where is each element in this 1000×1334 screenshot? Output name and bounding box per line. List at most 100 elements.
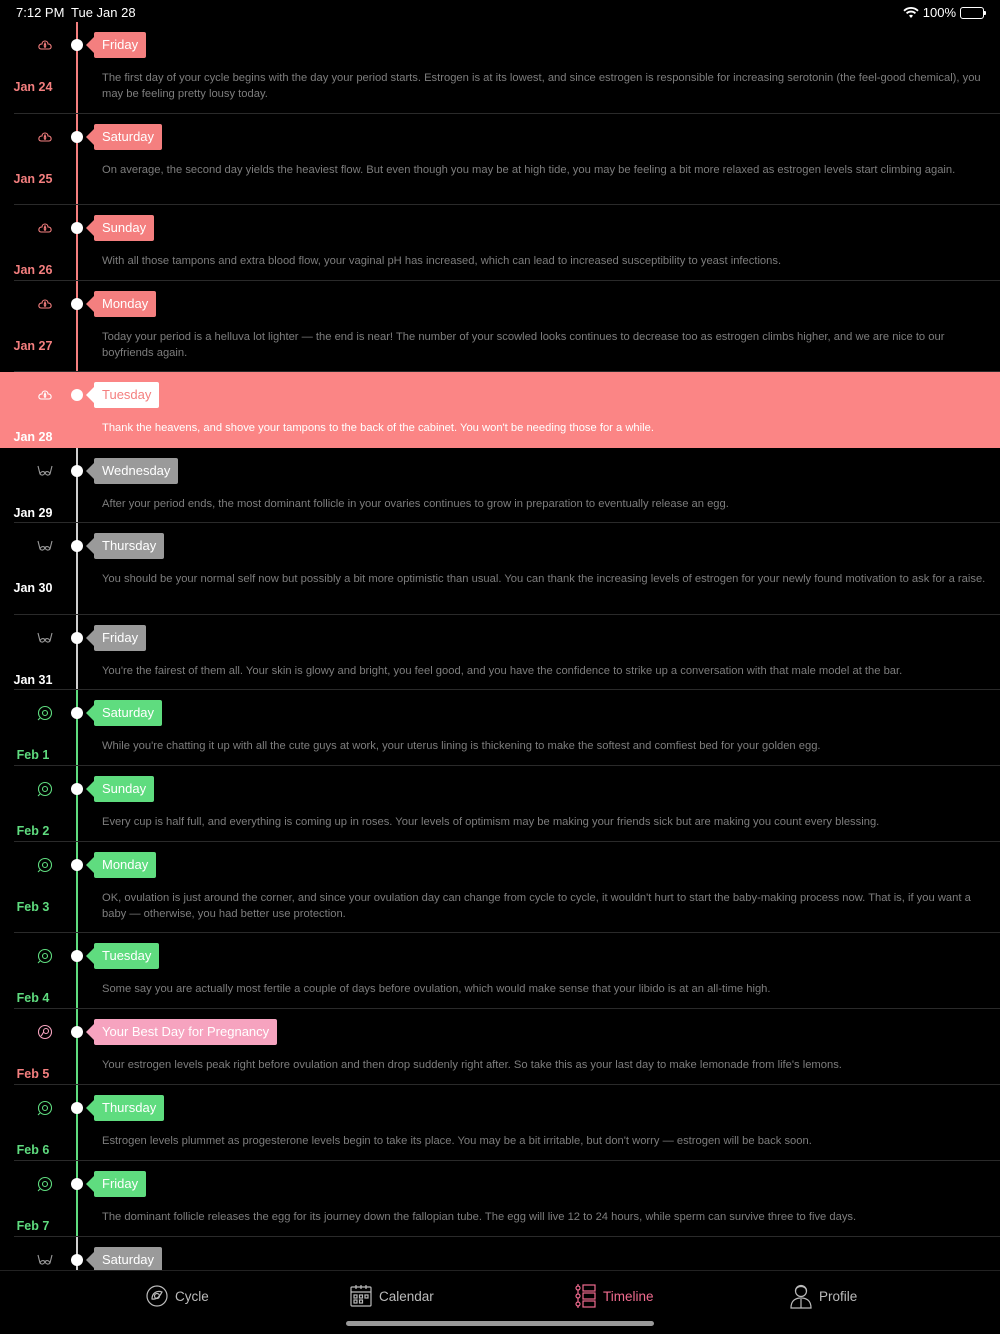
day-tag: Sunday: [85, 776, 155, 802]
timeline-dot: [71, 1254, 83, 1266]
status-time: 7:12 PM: [16, 5, 65, 20]
row-divider: [14, 522, 1000, 523]
row-divider: [14, 1084, 1000, 1085]
entry-date: Feb 7: [16, 1219, 50, 1233]
timeline-entry[interactable]: Feb 5 Your Best Day for Pregnancy Your est…: [0, 1009, 1000, 1085]
tab-profile[interactable]: Profile: [789, 1283, 857, 1309]
timeline-entry[interactable]: Jan 30 Thursday You should be your normal …: [0, 523, 1000, 615]
timeline-dot: [71, 1102, 83, 1114]
timeline-entry[interactable]: Jan 31 Friday You're the fairest of them a…: [0, 615, 1000, 690]
timeline-entry[interactable]: Saturday: [0, 1237, 1000, 1270]
timeline-entry[interactable]: Feb 2 Sunday Every cup is half full, and e…: [0, 766, 1000, 842]
day-tag: Saturday: [85, 124, 163, 150]
cloud-drop-icon: [38, 223, 52, 233]
timeline-list[interactable]: Jan 24 Friday The first day of your cycle …: [0, 22, 1000, 1270]
home-indicator[interactable]: [346, 1321, 654, 1326]
tab-calendar[interactable]: Calendar: [349, 1283, 434, 1309]
egg-icon: [37, 857, 53, 873]
tab-timeline[interactable]: Timeline: [573, 1283, 654, 1309]
entry-date: Jan 25: [13, 172, 53, 186]
timeline-entry[interactable]: Jan 26 Sunday With all those tampons and e…: [0, 205, 1000, 281]
day-tag: Tuesday: [85, 943, 160, 969]
day-tag: Friday: [85, 1171, 147, 1197]
timeline-dot: [71, 131, 83, 143]
timeline-entry[interactable]: Feb 3 Monday OK, ovulation is just around …: [0, 842, 1000, 933]
day-tag: Friday: [85, 625, 147, 651]
entry-description: The first day of your cycle begins with …: [102, 72, 981, 100]
row-divider: [14, 204, 1000, 205]
bra-icon: [37, 1254, 53, 1265]
entry-description: OK, ovulation is just around the corner,…: [102, 892, 971, 920]
timeline-line-segment: [76, 1161, 78, 1237]
timeline-dot: [71, 707, 83, 719]
bra-icon: [37, 465, 53, 476]
entry-description: On average, the second day yields the he…: [102, 164, 956, 176]
timeline-line-segment: [76, 766, 78, 842]
timeline-dot: [71, 39, 83, 51]
battery-icon: [960, 6, 986, 19]
timeline-entry[interactable]: Feb 6 Thursday Estrogen levels plummet as …: [0, 1085, 1000, 1161]
timeline-line-segment: [76, 1085, 78, 1161]
wifi-icon: [903, 6, 919, 18]
entry-date: Jan 28: [13, 430, 53, 444]
timeline-entry-today[interactable]: Jan 28 Tuesday Thank the heavens, and shov…: [0, 372, 1000, 448]
timeline-dot: [71, 298, 83, 310]
bra-icon: [37, 540, 53, 551]
entry-date: Feb 5: [16, 1067, 50, 1081]
cloud-drop-icon: [38, 132, 52, 142]
timeline-entry[interactable]: Feb 4 Tuesday Some say you are actually mo…: [0, 933, 1000, 1009]
tab-cycle[interactable]: Cycle: [145, 1283, 209, 1309]
calendar-icon: [350, 1285, 372, 1307]
entry-description: Thank the heavens, and shove your tampon…: [102, 422, 654, 434]
entry-date: Jan 24: [13, 80, 53, 94]
timeline-entry[interactable]: Jan 25 Saturday On average, the second day…: [0, 114, 1000, 205]
egg-icon: [37, 1100, 53, 1116]
cloud-drop-icon: [38, 390, 52, 400]
timeline-entry[interactable]: Feb 1 Saturday While you're chatting it up…: [0, 690, 1000, 766]
entry-description: Today your period is a helluva lot light…: [102, 331, 945, 359]
timeline-entry[interactable]: Jan 29 Wednesday After your period ends, t…: [0, 448, 1000, 523]
row-divider: [14, 113, 1000, 114]
day-tag: Your Best Day for Pregnancy: [85, 1019, 278, 1045]
timeline-entry[interactable]: Jan 27 Monday Today your period is a hellu…: [0, 281, 1000, 372]
cloud-drop-icon: [38, 299, 52, 309]
timeline-line-segment: [76, 690, 78, 766]
egg-icon: [37, 948, 53, 964]
timeline-entry[interactable]: Feb 7 Friday The dominant follicle release…: [0, 1161, 1000, 1237]
profile-icon: [790, 1284, 812, 1309]
row-divider: [14, 841, 1000, 842]
egg-icon: [37, 781, 53, 797]
entry-description: With all those tampons and extra blood f…: [102, 255, 782, 267]
entry-description: The dominant follicle releases the egg f…: [102, 1211, 857, 1223]
timeline-dot: [71, 1026, 83, 1038]
timeline-dot: [71, 389, 83, 401]
timeline-entry[interactable]: Jan 24 Friday The first day of your cycle …: [0, 22, 1000, 114]
row-divider: [14, 614, 1000, 615]
row-divider: [14, 1008, 1000, 1009]
status-date: Tue Jan 28: [71, 5, 136, 20]
day-tag: Monday: [85, 852, 157, 878]
entry-date: Feb 1: [16, 748, 50, 762]
entry-date: Jan 29: [13, 506, 53, 520]
status-right: 100%: [903, 5, 986, 20]
row-divider: [14, 280, 1000, 281]
entry-date: Jan 31: [13, 673, 53, 687]
day-tag: Sunday: [85, 215, 155, 241]
row-divider: [14, 765, 1000, 766]
entry-date: Jan 26: [13, 263, 53, 277]
entry-date: Jan 27: [13, 339, 53, 353]
status-bar: 7:12 PM Tue Jan 28 100%: [0, 0, 1000, 24]
tab-label: Cycle: [175, 1288, 209, 1304]
day-tag: Thursday: [85, 1095, 165, 1121]
entry-description: Estrogen levels plummet as progesterone …: [102, 1135, 812, 1147]
timeline-dot: [71, 1178, 83, 1190]
row-divider: [14, 371, 1000, 372]
timeline-line-segment: [76, 448, 78, 523]
entry-description: You're the fairest of them all. Your ski…: [102, 665, 903, 677]
timeline-line-segment: [76, 114, 78, 205]
tab-label: Calendar: [379, 1288, 434, 1304]
day-tag: Thursday: [85, 533, 165, 559]
tab-label: Profile: [819, 1288, 858, 1304]
timeline-line-segment: [76, 842, 78, 933]
entry-description: While you're chatting it up with all the…: [102, 740, 821, 752]
